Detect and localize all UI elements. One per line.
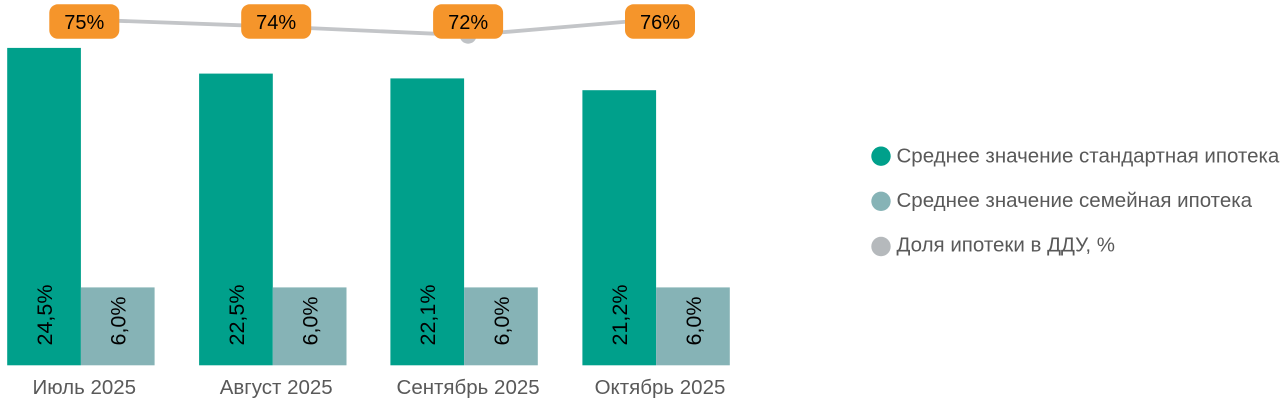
svg-text:6,0%: 6,0% [682,296,706,345]
svg-text:Июль 2025: Июль 2025 [32,376,136,399]
svg-text:Август 2025: Август 2025 [220,376,333,399]
svg-text:21,2%: 21,2% [608,285,632,346]
svg-text:22,1%: 22,1% [416,285,440,346]
svg-text:6,0%: 6,0% [107,296,131,345]
svg-text:76%: 76% [640,12,680,34]
svg-text:74%: 74% [256,12,296,34]
svg-text:Доля ипотеки в ДДУ, %: Доля ипотеки в ДДУ, % [897,234,1116,257]
svg-text:24,5%: 24,5% [33,285,57,346]
svg-text:Октябрь 2025: Октябрь 2025 [595,376,726,399]
svg-text:75%: 75% [64,12,104,34]
svg-text:Сентябрь 2025: Сентябрь 2025 [397,376,540,399]
svg-text:Среднее значение семейная ипот: Среднее значение семейная ипотека [897,189,1253,212]
svg-text:6,0%: 6,0% [490,296,514,345]
svg-text:22,5%: 22,5% [225,285,249,346]
svg-text:6,0%: 6,0% [299,296,323,345]
svg-text:72%: 72% [448,12,488,34]
svg-text:Среднее значение стандартная и: Среднее значение стандартная ипотека [897,145,1280,168]
